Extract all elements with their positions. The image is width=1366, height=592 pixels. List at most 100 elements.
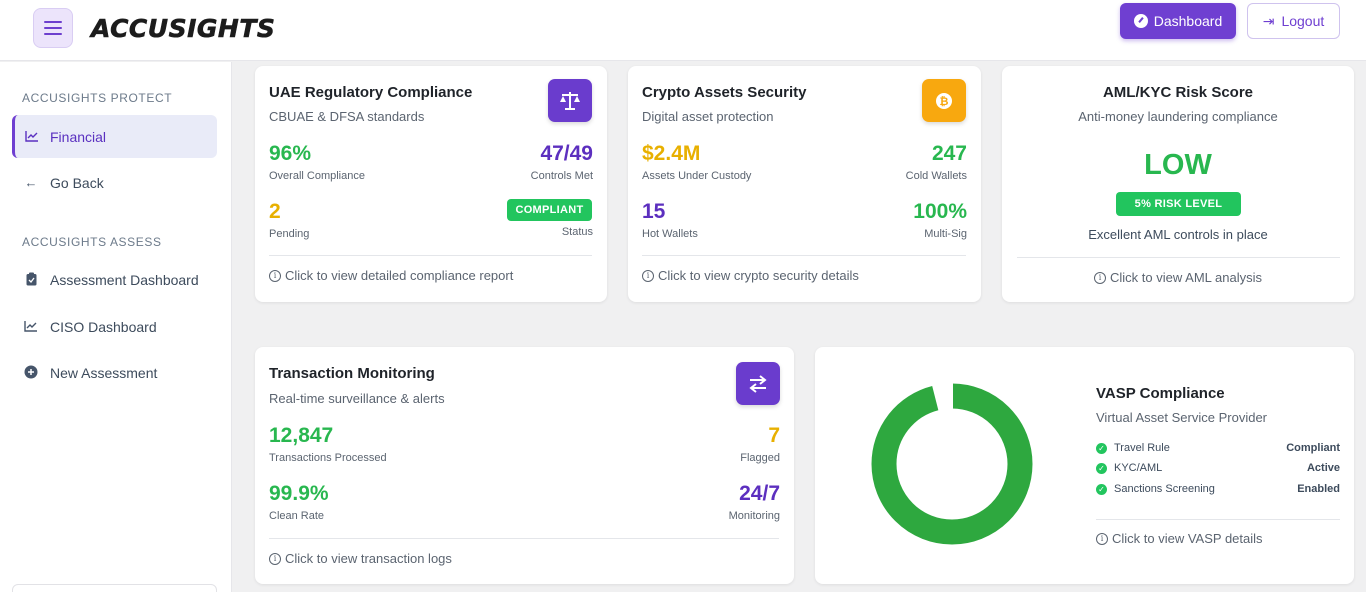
hot-wallets-label: Hot Wallets [642,228,698,240]
vasp-row-value: Compliant [1286,442,1340,454]
flagged-value: 7 [768,424,780,447]
sidebar-item-new-assessment[interactable]: New Assessment [12,351,217,394]
arrow-left-icon: ← [24,174,38,190]
vasp-compliance-card[interactable]: VASP Compliance Virtual Asset Service Pr… [815,347,1354,584]
logout-button[interactable]: ⇥ Logout [1247,3,1340,39]
check-circle-icon: ✓ [1096,462,1107,474]
pending-label: Pending [269,228,310,240]
info-icon: i [1096,532,1108,545]
card-subtitle: Real-time surveillance & alerts [269,391,445,406]
sidebar-item-label: Financial [50,128,107,145]
card-subtitle: CBUAE & DFSA standards [269,109,425,124]
risk-level-badge: 5% RISK LEVEL [1116,192,1241,216]
card-footer-link[interactable]: i Click to view VASP details [1096,531,1263,546]
divider [1017,257,1340,258]
sidebar-section-assess: ACCUSIGHTS ASSESS [22,235,162,249]
monitoring-value: 24/7 [739,482,780,505]
card-footer-link[interactable]: i Click to view transaction logs [269,551,452,566]
overall-compliance-value: 96% [269,142,312,165]
chart-line-icon [24,128,40,144]
info-icon: i [269,269,281,282]
vasp-row-label: Sanctions Screening [1114,483,1215,495]
exchange-arrows-icon [736,362,780,405]
aml-risk-card[interactable]: AML/KYC Risk Score Anti-money laundering… [1002,66,1354,302]
transactions-processed-value: 12,847 [269,424,334,447]
uae-compliance-card[interactable]: UAE Regulatory Compliance CBUAE & DFSA s… [255,66,607,302]
assets-under-custody-label: Assets Under Custody [642,170,752,182]
divider [642,255,966,256]
clean-rate-label: Clean Rate [269,510,325,522]
divider [1096,519,1340,520]
clipboard-icon [23,271,39,287]
aml-note: Excellent AML controls in place [1088,227,1268,242]
footer-text: Click to view crypto security details [658,268,859,283]
hamburger-line [44,27,62,29]
hamburger-line [44,21,62,23]
logout-icon: ⇥ [1262,12,1275,29]
vasp-row-value: Active [1306,462,1340,474]
vasp-row-value: Enabled [1297,483,1340,495]
controls-met-label: Controls Met [530,170,593,182]
transaction-monitoring-card[interactable]: Transaction Monitoring Real-time surveil… [255,347,794,584]
logout-button-label: Logout [1281,13,1325,29]
clean-rate-value: 99.9% [269,482,329,505]
card-footer-link[interactable]: i Click to view crypto security details [642,268,859,283]
vasp-row-label: Travel Rule [1114,442,1170,454]
dashboard-button[interactable]: Dashboard [1120,3,1236,39]
card-footer-link[interactable]: i Click to view detailed compliance repo… [269,268,513,283]
vasp-row-kyc-aml: ✓ KYC/AML Active [1096,462,1340,474]
card-subtitle: Anti-money laundering compliance [1078,109,1278,124]
divider [269,255,592,256]
transactions-processed-label: Transactions Processed [269,452,387,464]
sidebar-item-label: New Assessment [50,364,158,381]
sidebar: ACCUSIGHTS PROTECT Financial ← Go Back A… [0,62,232,592]
scale-balance-icon [548,79,592,122]
sidebar-item-financial[interactable]: Financial [12,115,217,158]
hot-wallets-value: 15 [642,200,666,223]
info-icon: i [1094,271,1107,284]
sidebar-section-protect: ACCUSIGHTS PROTECT [22,91,173,105]
cold-wallets-label: Cold Wallets [905,170,967,182]
card-title: UAE Regulatory Compliance [269,84,473,101]
sidebar-item-ciso-dashboard[interactable]: CISO Dashboard [12,305,217,348]
check-circle-icon: ✓ [1096,442,1107,454]
divider [269,538,779,539]
card-footer-link[interactable]: i Click to view AML analysis [1002,270,1354,285]
footer-text: Click to view AML analysis [1110,270,1262,285]
status-label: Status [561,226,593,238]
plus-circle-icon [23,364,39,380]
controls-met-value: 47/49 [540,142,593,165]
dashboard-button-label: Dashboard [1153,13,1223,29]
crypto-security-card[interactable]: Crypto Assets Security Digital asset pro… [628,66,981,302]
assets-under-custody-value: $2.4M [642,142,701,165]
footer-text: Click to view transaction logs [285,551,452,566]
flagged-label: Flagged [740,452,780,464]
risk-level-value: LOW [1144,149,1212,181]
sidebar-item-assessment-dashboard[interactable]: Assessment Dashboard [12,258,217,301]
card-subtitle: Digital asset protection [642,109,774,124]
sidebar-footer-box [12,584,217,592]
card-title: AML/KYC Risk Score [1102,84,1254,101]
top-header: ACCUSIGHTS Dashboard ⇥ Logout [0,0,1366,61]
card-title: Crypto Assets Security [642,84,807,101]
bitcoin-icon: ₿ [922,79,966,122]
footer-text: Click to view VASP details [1112,531,1263,546]
cold-wallets-value: 247 [931,142,967,165]
vasp-donut-chart [871,383,1033,545]
info-icon: i [269,552,281,565]
app-logo: ACCUSIGHTS [91,14,276,44]
sidebar-item-label: Assessment Dashboard [50,271,199,288]
sidebar-item-label: CISO Dashboard [50,318,157,335]
vasp-row-label: KYC/AML [1114,462,1163,474]
overall-compliance-label: Overall Compliance [269,170,365,182]
multisig-value: 100% [913,200,967,223]
card-title: Transaction Monitoring [269,365,435,382]
sidebar-item-go-back[interactable]: ← Go Back [12,161,217,204]
multisig-label: Multi-Sig [924,228,967,240]
chart-line-icon [23,318,39,334]
footer-text: Click to view detailed compliance report [285,268,514,283]
vasp-row-travel-rule: ✓ Travel Rule Compliant [1096,442,1340,454]
sidebar-item-label: Go Back [50,174,104,191]
menu-toggle-button[interactable] [33,8,73,48]
monitoring-label: Monitoring [728,510,780,522]
